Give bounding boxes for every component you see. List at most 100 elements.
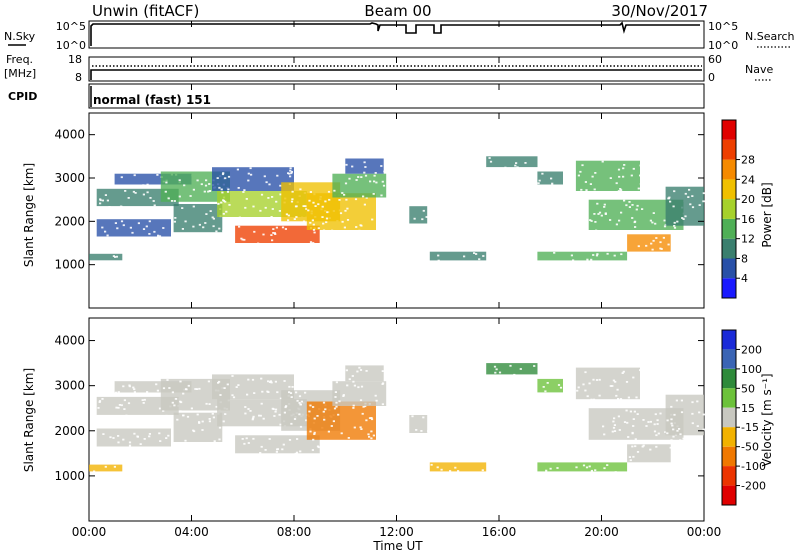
data-gap — [332, 420, 335, 423]
data-gap — [380, 165, 383, 167]
data-gap — [667, 197, 670, 200]
colorbar-tick-label: 16 — [741, 213, 755, 226]
data-gap — [158, 432, 161, 435]
data-gap — [309, 241, 313, 243]
data-gap — [478, 258, 481, 261]
data-gap — [308, 410, 311, 413]
freq-panel: Freq. [MHz] 18 8 60 0 Nave — [4, 53, 773, 84]
data-gap — [295, 391, 298, 394]
data-gap — [168, 387, 171, 389]
data-gap — [213, 440, 216, 443]
data-gap — [504, 166, 507, 169]
data-gap — [192, 188, 195, 191]
data-gap — [603, 467, 606, 470]
data-gap — [327, 430, 330, 433]
y-tick-label: 2000 — [54, 214, 85, 228]
data-gap — [263, 175, 266, 178]
data-gap — [682, 218, 685, 220]
data-gap — [613, 254, 616, 257]
data-gap — [498, 371, 502, 374]
data-gap — [338, 199, 341, 201]
data-gap — [278, 413, 281, 416]
scatter-region — [96, 219, 171, 237]
data-gap — [178, 195, 181, 198]
data-gap — [641, 445, 644, 448]
data-gap — [631, 204, 634, 206]
colorbar-swatch — [722, 199, 736, 219]
freq-tick-top: 18 — [68, 53, 82, 66]
data-gap — [104, 465, 107, 468]
colorbar-swatch — [722, 349, 736, 369]
data-gap — [628, 456, 631, 458]
data-gap — [328, 198, 331, 201]
data-gap — [334, 391, 337, 393]
data-gap — [225, 210, 228, 213]
data-gap — [618, 429, 621, 431]
data-gap — [293, 418, 297, 420]
data-gap — [619, 398, 623, 400]
data-gap — [170, 200, 174, 202]
data-gap — [678, 428, 681, 430]
data-gap — [312, 223, 315, 226]
data-gap — [262, 417, 265, 420]
data-gap — [125, 414, 128, 417]
data-gap — [383, 170, 386, 173]
data-gap — [360, 428, 363, 430]
data-gap — [271, 239, 274, 242]
data-gap — [614, 471, 617, 473]
colorbar-swatch — [722, 238, 736, 259]
data-gap — [196, 179, 199, 182]
data-gap — [106, 199, 109, 202]
data-gap — [116, 227, 119, 230]
data-gap — [598, 394, 601, 397]
data-gap — [242, 191, 245, 193]
data-gap — [165, 414, 168, 417]
data-gap — [221, 173, 225, 176]
data-gap — [579, 170, 582, 173]
y-tick-label: 2000 — [54, 424, 85, 438]
data-gap — [625, 381, 629, 383]
data-gap — [333, 407, 337, 410]
data-gap — [208, 403, 211, 405]
scatter-region — [96, 396, 179, 415]
data-gap — [257, 242, 260, 245]
data-gap — [272, 232, 275, 234]
data-gap — [222, 230, 225, 233]
data-gap — [606, 252, 609, 255]
data-gap — [632, 167, 635, 170]
data-gap — [120, 205, 123, 208]
data-gap — [702, 192, 705, 195]
x-axis-title: Time UT — [372, 539, 423, 553]
data-gap — [271, 196, 274, 198]
data-gap — [284, 228, 287, 230]
data-gap — [362, 195, 365, 198]
data-gap — [251, 378, 255, 381]
data-gap — [275, 200, 278, 203]
data-gap — [322, 222, 325, 225]
data-gap — [331, 229, 334, 232]
data-gap — [133, 391, 136, 393]
data-gap — [269, 380, 272, 383]
data-gap — [341, 192, 344, 194]
data-gap — [370, 417, 373, 419]
data-gap — [220, 201, 223, 204]
data-gap — [136, 435, 139, 438]
data-gap — [427, 430, 430, 432]
data-gap — [137, 222, 140, 225]
data-gap — [312, 438, 315, 441]
data-gap — [374, 172, 377, 174]
data-gap — [368, 417, 372, 419]
data-gap — [264, 449, 267, 451]
data-gap — [244, 412, 247, 415]
data-gap — [615, 394, 618, 397]
data-gap — [268, 438, 271, 440]
data-gap — [101, 226, 104, 229]
data-gap — [422, 209, 425, 212]
data-gap — [652, 239, 655, 242]
data-gap — [352, 407, 355, 409]
data-gap — [623, 164, 626, 166]
data-gap — [118, 404, 121, 406]
data-gap — [114, 222, 117, 224]
data-gap — [218, 227, 221, 230]
data-gap — [364, 174, 368, 177]
